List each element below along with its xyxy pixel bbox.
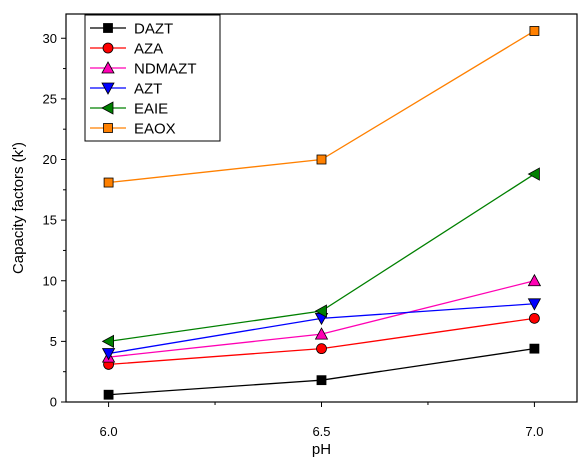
legend-marker-aza <box>102 42 114 54</box>
data-point-eaox <box>316 154 327 165</box>
y-tick-label: 0 <box>50 395 57 410</box>
data-point-dazt <box>103 389 114 400</box>
legend-marker-eaie <box>101 101 114 115</box>
data-point-ndmazt <box>314 327 329 340</box>
series-line-dazt <box>108 348 535 396</box>
legend-label-ndmazt: NDMAZT <box>134 61 197 78</box>
data-point-dazt <box>316 375 327 386</box>
x-axis-title: pH <box>312 441 331 458</box>
legend-label-eaie: EAIE <box>134 101 168 118</box>
x-tick-label: 7.0 <box>525 424 543 439</box>
legend-label-dazt: DAZT <box>134 21 173 38</box>
data-point-aza <box>529 312 540 324</box>
legend-label-azt: AZT <box>134 81 162 98</box>
data-point-aza <box>316 343 327 355</box>
legend-marker-dazt <box>103 23 113 33</box>
series-eaie <box>101 167 540 349</box>
y-tick-label: 20 <box>43 152 57 167</box>
legend-marker-eaox <box>103 123 113 133</box>
y-tick-label: 15 <box>43 213 57 228</box>
data-point-eaox <box>103 177 114 188</box>
legend-marker-azt <box>101 82 115 95</box>
x-tick-label: 6.5 <box>312 424 330 439</box>
data-point-azt <box>101 348 116 361</box>
data-point-eaie <box>101 334 114 349</box>
y-tick-label: 5 <box>50 334 57 349</box>
y-tick-label: 30 <box>43 31 57 46</box>
data-point-ndmazt <box>527 273 542 287</box>
legend-marker-ndmazt <box>101 61 115 74</box>
y-tick-label: 10 <box>43 273 57 288</box>
series-dazt <box>103 343 540 400</box>
data-point-eaox <box>529 26 540 36</box>
legend-label-aza: AZA <box>134 41 163 58</box>
legend-label-eaox: EAOX <box>134 121 176 138</box>
data-point-dazt <box>529 343 540 354</box>
series-layer <box>101 26 542 400</box>
axes: 0 5 10 15 20 25 30 6.0 6.5 7.0 <box>43 13 578 439</box>
y-tick-label: 25 <box>43 91 57 106</box>
legend: DAZT AZA NDMAZT AZT EAIE EAOX <box>84 14 221 142</box>
y-axis-title: Capacity factors (k') <box>10 142 27 274</box>
series-eaox <box>103 26 540 188</box>
data-point-azt <box>527 298 542 311</box>
legend-box <box>84 14 221 142</box>
data-point-eaie <box>527 167 540 181</box>
data-point-eaie <box>314 304 327 318</box>
x-tick-label: 6.0 <box>100 424 118 439</box>
